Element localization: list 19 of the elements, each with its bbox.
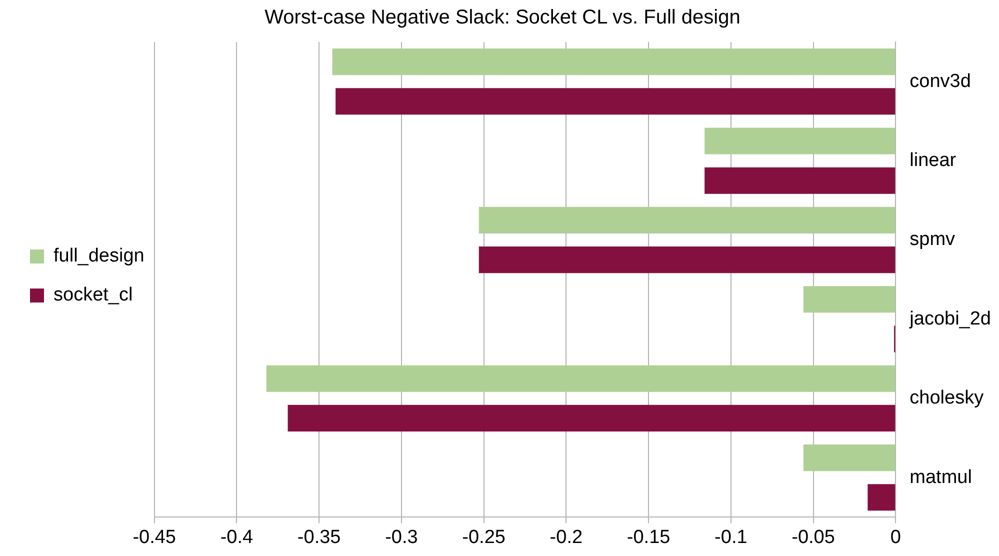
- x-tick-label: 0: [890, 526, 901, 548]
- x-tick-label: -0.35: [297, 526, 341, 548]
- chart-title: Worst-case Negative Slack: Socket CL vs. Full design: [264, 6, 740, 29]
- y-tick-label: cholesky: [910, 388, 984, 409]
- legend-label: socket_cl: [54, 284, 133, 306]
- y-tick-label: conv3d: [910, 70, 971, 92]
- x-tick-label: -0.25: [462, 526, 506, 548]
- x-tick-label: -0.2: [550, 526, 583, 548]
- y-tick-label: matmul: [910, 466, 972, 488]
- x-tick-label: -0.15: [626, 526, 670, 548]
- y-tick-label: spmv: [910, 229, 956, 250]
- x-tick-label: -0.05: [792, 526, 835, 548]
- y-tick-label: jacobi_2d: [908, 308, 991, 330]
- legend-label: full_design: [54, 246, 144, 267]
- x-tick-label: -0.45: [132, 526, 176, 548]
- x-tick-label: -0.1: [714, 526, 748, 548]
- y-tick-label: linear: [910, 150, 957, 172]
- x-tick-label: -0.3: [385, 526, 418, 548]
- x-tick-label: -0.4: [220, 526, 254, 548]
